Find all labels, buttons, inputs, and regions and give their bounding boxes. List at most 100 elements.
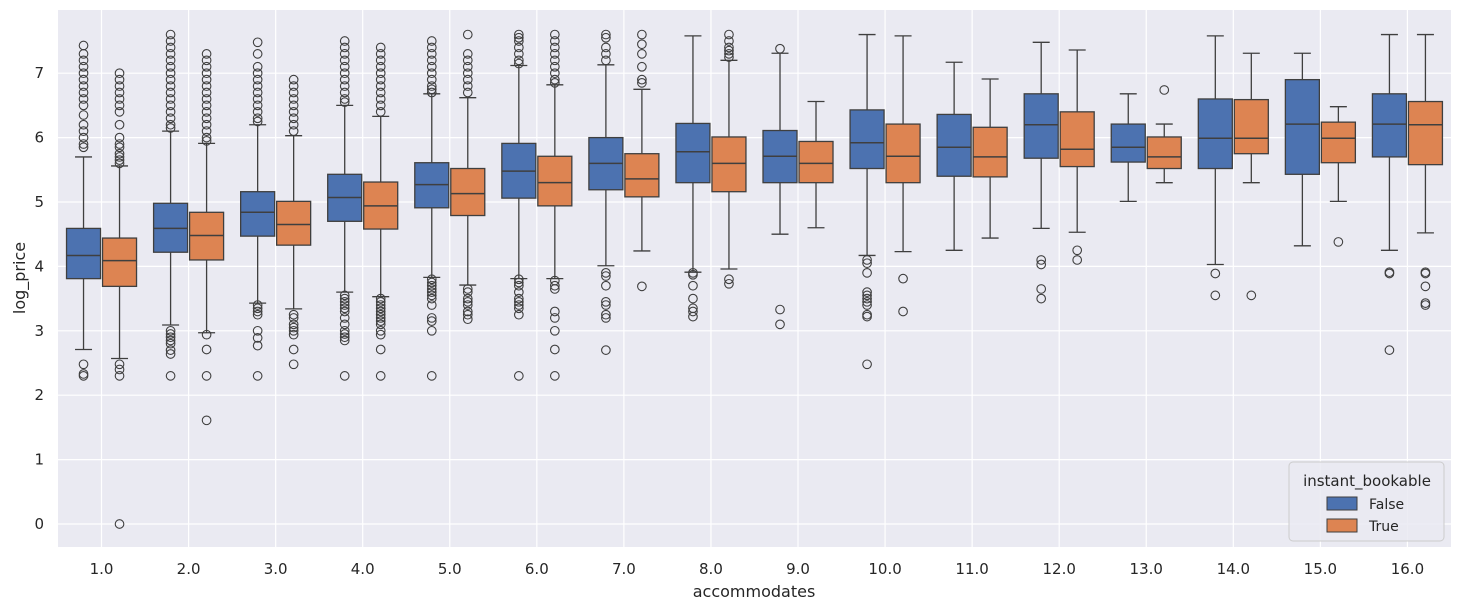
outlier-point bbox=[339, 319, 350, 330]
outlier-point bbox=[288, 87, 299, 98]
outlier-point bbox=[375, 296, 386, 307]
x-tick-label: 1.0 bbox=[90, 560, 114, 578]
x-tick-label: 2.0 bbox=[177, 560, 201, 578]
box-true-8.0 bbox=[711, 29, 747, 289]
outlier-point bbox=[252, 74, 263, 85]
outlier-point bbox=[339, 371, 350, 381]
box-true-7.0 bbox=[624, 29, 660, 292]
box-iqr bbox=[1146, 136, 1182, 170]
outlier-point bbox=[426, 49, 437, 59]
outlier-point bbox=[201, 135, 212, 146]
outlier-point bbox=[637, 49, 647, 59]
x-tick-label: 14.0 bbox=[1217, 560, 1250, 578]
outlier-point bbox=[288, 329, 299, 340]
y-tick-label: 0 bbox=[34, 515, 44, 533]
outlier-point bbox=[462, 284, 473, 294]
outlier-point bbox=[165, 329, 176, 339]
outlier-point bbox=[114, 81, 125, 91]
outlier-point bbox=[462, 87, 473, 98]
outlier-point bbox=[165, 55, 176, 66]
outlier-point bbox=[375, 306, 386, 317]
outlier-point bbox=[426, 316, 437, 326]
outlier-point bbox=[549, 280, 560, 291]
box-iqr bbox=[1110, 123, 1146, 163]
outlier-point bbox=[288, 322, 299, 333]
outlier-point bbox=[724, 29, 734, 40]
outlier-point bbox=[462, 55, 473, 66]
outlier-point bbox=[462, 309, 473, 320]
outlier-point bbox=[201, 94, 212, 104]
outlier-point bbox=[513, 58, 524, 69]
outlier-point bbox=[165, 345, 176, 355]
outlier-point bbox=[601, 267, 611, 278]
box-false-1.0 bbox=[65, 40, 102, 381]
outlier-point bbox=[549, 74, 560, 85]
outlier-point bbox=[513, 300, 524, 310]
outlier-point bbox=[375, 325, 386, 336]
outlier-point bbox=[78, 100, 89, 111]
box-true-16.0 bbox=[1407, 33, 1444, 310]
outlier-point bbox=[165, 81, 176, 91]
outlier-point bbox=[1246, 290, 1257, 301]
outlier-point bbox=[724, 36, 734, 46]
outlier-point bbox=[114, 359, 125, 370]
outlier-point bbox=[165, 123, 176, 133]
outlier-point bbox=[201, 81, 212, 91]
outlier-point bbox=[78, 40, 89, 51]
outlier-point bbox=[375, 309, 386, 320]
x-tick-label: 10.0 bbox=[868, 560, 901, 578]
outlier-point bbox=[637, 29, 647, 40]
outlier-point bbox=[862, 296, 872, 307]
x-tick-label: 13.0 bbox=[1130, 560, 1163, 578]
outlier-point bbox=[288, 309, 299, 320]
y-tick-label: 1 bbox=[34, 451, 44, 469]
legend: instant_bookable False True bbox=[1288, 461, 1445, 542]
outlier-point bbox=[201, 106, 212, 117]
outlier-point bbox=[375, 106, 386, 117]
box-iqr bbox=[239, 191, 276, 237]
outlier-point bbox=[78, 94, 89, 104]
outlier-point bbox=[288, 126, 299, 137]
outlier-point bbox=[201, 344, 212, 355]
outlier-point bbox=[165, 49, 176, 59]
box-false-7.0 bbox=[588, 29, 624, 355]
outlier-point bbox=[78, 61, 89, 72]
outlier-point bbox=[78, 142, 89, 153]
outlier-point bbox=[114, 87, 125, 98]
outlier-point bbox=[78, 119, 89, 130]
outlier-point bbox=[201, 100, 212, 111]
outlier-point bbox=[339, 97, 350, 108]
outlier-point bbox=[252, 371, 263, 381]
outlier-point bbox=[549, 284, 560, 294]
outlier-point bbox=[165, 119, 176, 130]
outlier-point bbox=[637, 61, 647, 72]
y-tick-label: 3 bbox=[34, 322, 44, 340]
outlier-point bbox=[724, 278, 734, 289]
outlier-point bbox=[1420, 281, 1431, 292]
outlier-point bbox=[513, 49, 524, 59]
box-true-13.0 bbox=[1146, 85, 1182, 184]
x-tick-label: 4.0 bbox=[351, 560, 375, 578]
x-tick-label: 3.0 bbox=[264, 560, 288, 578]
outlier-point bbox=[462, 287, 473, 298]
outlier-point bbox=[201, 415, 212, 426]
outlier-point bbox=[339, 49, 350, 59]
outlier-point bbox=[339, 74, 350, 85]
outlier-point bbox=[426, 277, 437, 288]
box-false-5.0 bbox=[414, 36, 450, 381]
outlier-point bbox=[288, 344, 299, 355]
outlier-point bbox=[201, 68, 212, 79]
outlier-point bbox=[114, 152, 125, 162]
y-tick-labels: 0 1 2 3 4 5 6 7 bbox=[34, 64, 44, 533]
legend-label-false: False bbox=[1369, 497, 1404, 513]
outlier-point bbox=[513, 309, 524, 320]
outlier-point bbox=[549, 325, 560, 336]
outlier-point bbox=[601, 42, 611, 53]
outlier-point bbox=[252, 81, 263, 91]
outlier-point bbox=[288, 100, 299, 111]
outlier-point bbox=[339, 94, 350, 104]
outlier-point bbox=[165, 106, 176, 117]
outlier-point bbox=[1159, 85, 1170, 95]
outlier-point bbox=[601, 29, 611, 40]
outlier-point bbox=[201, 119, 212, 130]
